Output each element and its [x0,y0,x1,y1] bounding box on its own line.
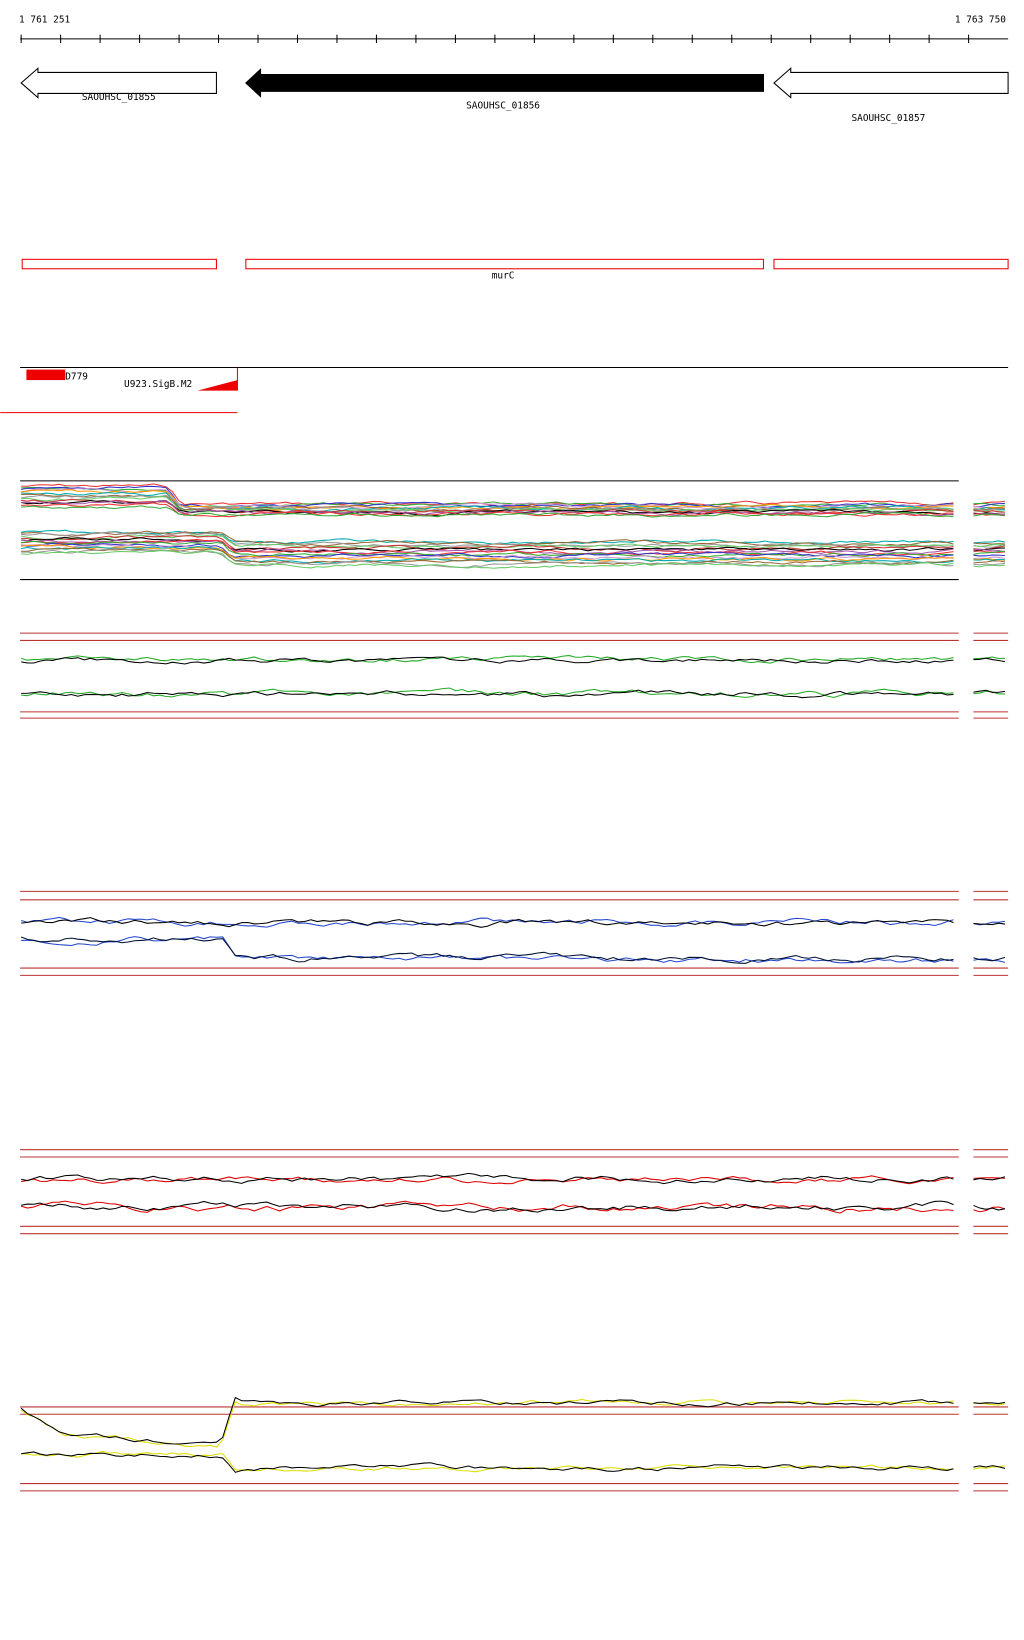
expression-line [21,545,954,565]
expression-line [21,540,954,558]
feature-box [245,258,764,270]
expression-line [973,562,1005,566]
expression-line [21,542,954,559]
expression-line [21,1200,954,1213]
expression-line [21,534,954,550]
gene-arrow [773,67,1009,99]
expression-line [973,510,1005,513]
expression-line [21,1175,954,1185]
ruler-start: 1 761 251 [19,14,70,25]
expression-line [21,500,954,517]
expression-line [21,1172,954,1185]
expression-line [21,531,954,548]
expression-line [20,1396,954,1445]
expression-line [973,656,1005,660]
expression-line [973,1204,1006,1211]
expression-line [973,956,1006,962]
expression-line [21,544,954,562]
expression-line [973,548,1006,553]
expression-line [973,1465,1006,1469]
expression-line [21,655,954,664]
ruler-end: 1 763 750 [955,14,1006,25]
expression-line [21,656,954,665]
regulation-label: U923.SigB.M2 [124,379,192,390]
expression-line [973,554,1005,557]
regulation-box [26,369,66,381]
expression-line [20,936,954,964]
expression-line [21,687,954,699]
expression-line [21,1451,954,1473]
expression-line [973,657,1006,663]
expression-line [973,689,1006,693]
expression-line [973,922,1006,926]
expression-line [973,1176,1006,1181]
expression-line [973,550,1005,554]
expression-line [21,491,954,512]
expression-line [973,513,1006,517]
ruler-ticks [20,34,970,44]
expression-line [973,540,1006,544]
expression-line [21,550,954,569]
expression-line [21,547,954,565]
expression-line [21,689,954,699]
expression-line [21,535,954,553]
expression-line [21,536,954,553]
expression-line [973,547,1005,552]
expression-line [21,916,954,928]
expression-line [973,543,1006,548]
expression-line [21,1450,954,1473]
expression-line [21,505,954,518]
gene-arrow [20,67,217,99]
expression-line [973,508,1005,511]
gene-label: SAOUHSC_01856 [466,101,540,112]
gene-label: SAOUHSC_01855 [82,92,156,103]
expression-line [21,548,954,568]
feature-box [773,258,1009,270]
feature-box [21,258,217,270]
expression-line [21,539,954,557]
gene-label: SAOUHSC_01857 [851,113,925,124]
regulation-mark [197,380,238,391]
expression-line [21,936,954,964]
expression-line [973,920,1006,926]
expression-line [973,556,1006,559]
regulation-label: D779 [65,371,88,382]
expression-line [973,558,1005,561]
expression-line [973,564,1005,568]
expression-line [21,494,954,513]
feature-label: murC [492,271,515,282]
expression-line [21,917,954,928]
expression-tracks [20,480,1009,1492]
expression-line [973,550,1005,555]
expression-line [973,502,1005,507]
expression-line [973,560,1006,564]
gene-arrow [245,68,764,98]
expression-line [973,1401,1006,1405]
expression-line [973,542,1005,545]
expression-line [21,489,954,511]
